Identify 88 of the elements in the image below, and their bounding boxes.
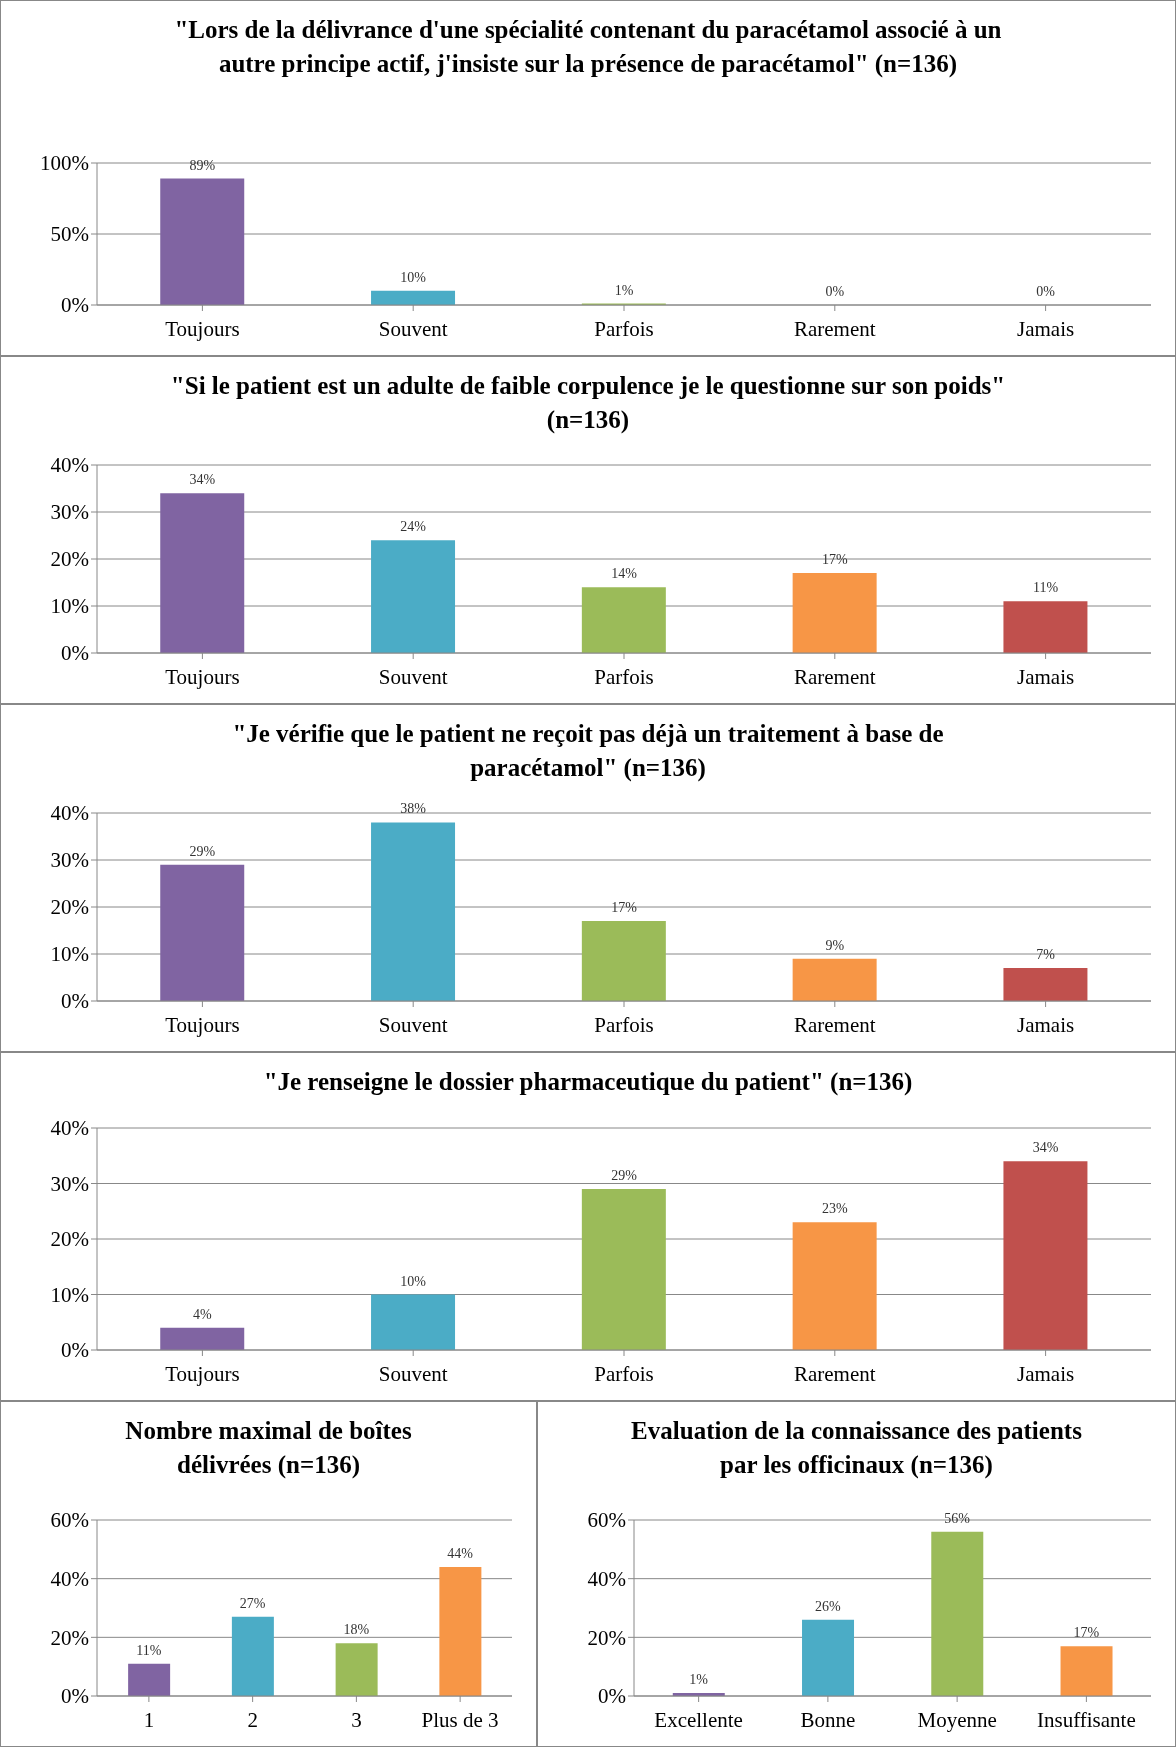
- data-label: 34%: [1032, 1140, 1059, 1156]
- y-tick-label: 20%: [50, 1227, 89, 1252]
- data-label: 29%: [189, 843, 216, 859]
- x-tick-label: Bonne: [800, 1707, 856, 1732]
- x-tick-label: Toujours: [165, 1361, 240, 1386]
- x-tick-label: Souvent: [378, 664, 448, 689]
- y-tick-label: 100%: [40, 151, 89, 176]
- data-label: 17%: [611, 900, 638, 916]
- data-label: 27%: [239, 1595, 266, 1611]
- data-label: 56%: [944, 1510, 971, 1526]
- data-label: 38%: [400, 801, 427, 817]
- y-tick-label: 0%: [61, 989, 89, 1014]
- y-tick-label: 40%: [50, 801, 89, 826]
- y-tick-label: 20%: [50, 895, 89, 920]
- data-label: 89%: [189, 157, 216, 173]
- x-tick-label: Parfois: [594, 316, 654, 341]
- y-tick-label: 0%: [61, 641, 89, 666]
- x-tick-label: Parfois: [594, 664, 654, 689]
- y-tick-label: 10%: [50, 1282, 89, 1307]
- chart-title: Evaluation de la connaissance des patients par les officinaux (n=136): [630, 1416, 1083, 1481]
- data-label: 10%: [400, 269, 427, 285]
- data-label: 1%: [614, 282, 634, 298]
- x-tick-label: Moyenne: [917, 1707, 997, 1732]
- y-tick-label: 0%: [61, 1684, 89, 1709]
- x-tick-label: 3: [351, 1707, 362, 1732]
- x-tick-label: Excellente: [654, 1707, 743, 1732]
- data-label: 0%: [825, 284, 845, 299]
- x-tick-label: Souvent: [378, 1361, 448, 1386]
- x-tick-label: Toujours: [165, 664, 240, 689]
- data-label: 26%: [815, 1598, 842, 1614]
- chart-title: Nombre maximal de boîtes délivrées (n=136): [124, 1416, 413, 1480]
- x-tick-label: Parfois: [594, 1361, 654, 1386]
- chart-title: "Je vérifie que le patient ne reçoit pas déjà un traitement à base de paracétamol" (n=136): [231, 719, 945, 784]
- y-tick-label: 20%: [50, 547, 89, 572]
- x-tick-label: 2: [247, 1707, 258, 1732]
- data-label: 24%: [400, 519, 427, 535]
- x-tick-label: Souvent: [378, 316, 448, 341]
- y-tick-label: 40%: [50, 1116, 89, 1141]
- y-tick-label: 30%: [50, 1171, 89, 1196]
- data-label: 34%: [189, 472, 216, 488]
- y-tick-label: 20%: [50, 1625, 89, 1650]
- y-tick-label: 60%: [587, 1508, 626, 1533]
- x-tick-label: 1: [143, 1707, 155, 1732]
- x-tick-label: Insuffisante: [1036, 1707, 1136, 1732]
- y-tick-label: 40%: [50, 1567, 89, 1592]
- data-label: 14%: [611, 566, 638, 582]
- y-tick-label: 50%: [50, 222, 89, 247]
- data-label: 23%: [821, 1201, 848, 1217]
- data-label: 18%: [343, 1622, 370, 1638]
- chart-title: "Lors de la délivrance d'une spécialité contenant du paracétamol associé à un autre principe actif, j'insiste sur la présence de paracétamol" (n=136): [173, 15, 1003, 79]
- y-tick-label: 20%: [587, 1625, 626, 1650]
- x-tick-label: Toujours: [165, 316, 240, 341]
- y-tick-label: 0%: [598, 1684, 626, 1709]
- y-tick-label: 10%: [50, 942, 89, 967]
- x-tick-label: Souvent: [378, 1012, 448, 1037]
- data-label: 10%: [400, 1273, 427, 1289]
- data-label: 11%: [136, 1642, 162, 1658]
- data-label: 9%: [825, 937, 845, 953]
- data-label: 11%: [1033, 580, 1059, 596]
- x-tick-label: Rarement: [793, 1361, 876, 1386]
- x-tick-label: Toujours: [165, 1012, 240, 1037]
- y-tick-label: 30%: [50, 500, 89, 525]
- x-tick-label: Rarement: [793, 664, 876, 689]
- y-tick-label: 40%: [50, 453, 89, 478]
- data-label: 0%: [1036, 284, 1056, 299]
- data-label: 29%: [611, 1168, 638, 1184]
- x-tick-label: Jamais: [1017, 664, 1075, 689]
- y-tick-label: 60%: [50, 1508, 89, 1533]
- data-label: 4%: [193, 1306, 213, 1322]
- x-tick-label: Parfois: [594, 1012, 654, 1037]
- y-tick-label: 30%: [50, 848, 89, 873]
- data-label: 44%: [447, 1545, 474, 1561]
- x-tick-label: Jamais: [1017, 1361, 1075, 1386]
- y-tick-label: 40%: [587, 1567, 626, 1592]
- x-tick-label: Rarement: [793, 316, 876, 341]
- x-tick-label: Rarement: [793, 1012, 876, 1037]
- data-label: 7%: [1036, 947, 1056, 963]
- x-tick-label: Jamais: [1017, 316, 1075, 341]
- x-tick-label: Jamais: [1017, 1012, 1075, 1037]
- data-label: 17%: [821, 552, 848, 568]
- y-tick-label: 10%: [50, 594, 89, 619]
- data-label: 1%: [689, 1672, 709, 1688]
- data-label: 17%: [1073, 1625, 1100, 1641]
- y-tick-label: 0%: [61, 1338, 89, 1363]
- chart-title: "Je renseigne le dossier pharmaceutique du patient" (n=136): [263, 1067, 913, 1098]
- y-tick-label: 0%: [61, 293, 89, 318]
- chart-title: "Si le patient est un adulte de faible corpulence je le questionne sur son poids" (n=136): [169, 371, 1007, 435]
- x-tick-label: Plus de 3: [421, 1707, 499, 1732]
